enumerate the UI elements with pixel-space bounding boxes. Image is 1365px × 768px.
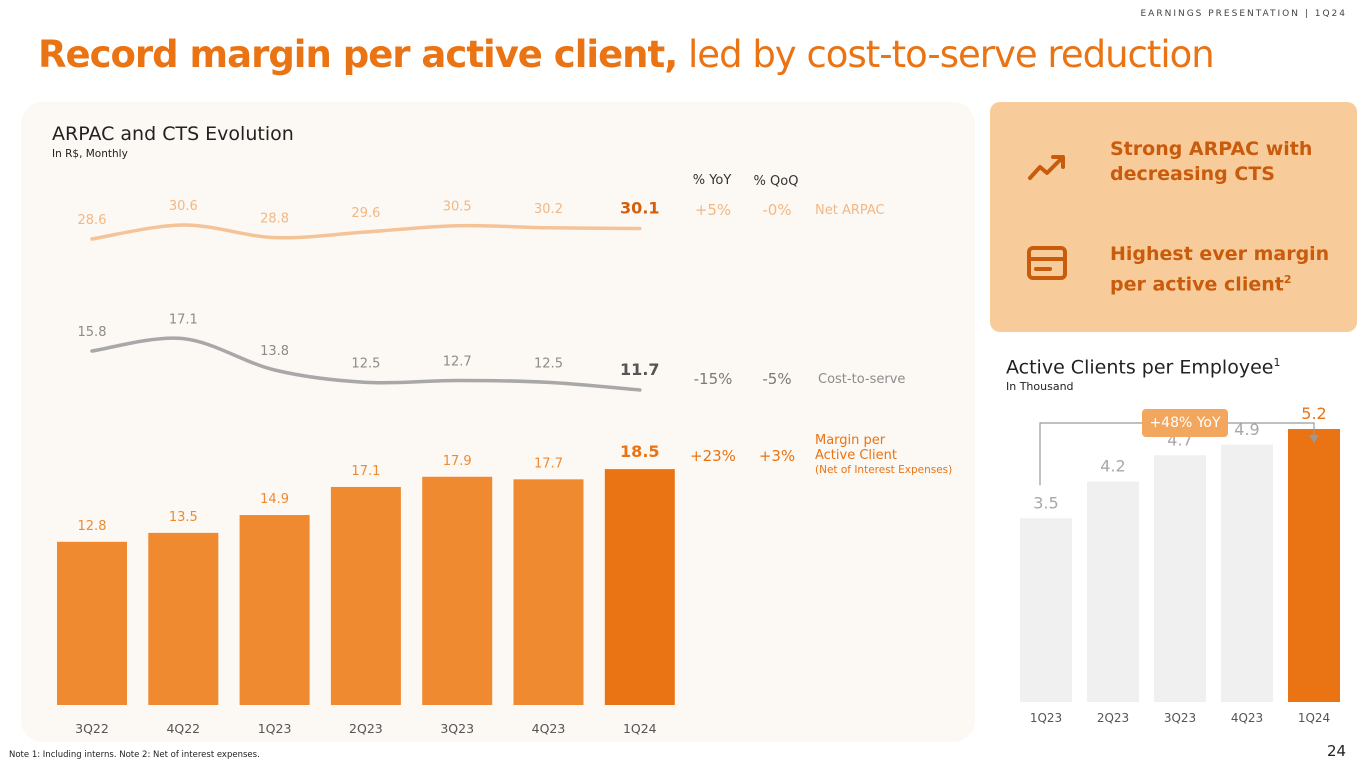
right-x-tick-3Q23: 3Q23 (1164, 711, 1196, 725)
footnote: Note 1: Including interns. Note 2: Net o… (9, 750, 260, 760)
clients-bar-4Q23 (1221, 444, 1273, 702)
cost-to-serve-qoq: -5% (762, 370, 791, 388)
margin-bar-1Q24 (604, 469, 675, 705)
header-label: EARNINGS PRESENTATION | 1Q24 (1140, 9, 1347, 19)
arpac-label-1Q23: 28.8 (260, 212, 289, 227)
net-arpac-label-line-0: Net ARPAC (815, 203, 885, 218)
cts-label-2Q23: 12.5 (351, 356, 380, 371)
credit-card-icon (1026, 245, 1068, 285)
clients-label-4Q23: 4.9 (1234, 420, 1259, 439)
growth-arrow (1309, 435, 1319, 443)
right-chart-title-footnote: 1 (1273, 356, 1281, 369)
title-normal: led by cost-to-serve reduction (677, 33, 1215, 76)
margin-label-3Q23: 17.9 (443, 454, 472, 469)
margin-label-1Q24: 18.5 (620, 442, 659, 461)
cost-to-serve-yoy: -15% (694, 370, 733, 388)
right-chart-title: Active Clients per Employee1 (1006, 356, 1280, 378)
arpac-label-3Q22: 28.6 (78, 213, 107, 228)
arpac-label-4Q23: 30.2 (534, 202, 563, 217)
x-tick-4Q23: 4Q23 (532, 721, 566, 736)
cts-label-1Q23: 13.8 (260, 344, 289, 359)
margin-label-1Q23: 14.9 (260, 492, 289, 507)
margin-bar-3Q23 (422, 476, 493, 705)
left-chart-title: ARPAC and CTS Evolution (52, 123, 294, 145)
arpac-label-2Q23: 29.6 (351, 206, 380, 221)
margin-label-2Q23: 17.1 (351, 464, 380, 479)
arpac-line (90, 223, 642, 241)
page-title: Record margin per active client, led by … (38, 33, 1215, 76)
net-arpac-yoy: +5% (695, 201, 731, 219)
page-number: 24 (1327, 742, 1347, 760)
highlight-margin-text: Highest ever margin per active client (1110, 243, 1330, 296)
clients-bar-3Q23 (1154, 455, 1206, 702)
highlight-arpac: Strong ARPAC with decreasing CTS (1110, 138, 1313, 185)
margin-per-client-label-line-0: Margin per (815, 433, 886, 448)
margin-label-4Q23: 17.7 (534, 456, 563, 471)
clients-bar-1Q23 (1020, 518, 1072, 702)
trending-up-icon (1026, 150, 1068, 188)
right-chart-subtitle: In Thousand (1006, 380, 1074, 393)
right-chart-title-text: Active Clients per Employee (1006, 356, 1274, 379)
cts-label-3Q23: 12.7 (443, 354, 472, 369)
margin-bar-3Q22 (57, 541, 127, 705)
margin-per-client-label-line-1: Active Client (815, 448, 897, 463)
x-tick-2Q23: 2Q23 (349, 721, 383, 736)
clients-bar-2Q23 (1087, 481, 1139, 702)
net-arpac-qoq: -0% (762, 201, 791, 219)
cts-line (90, 336, 642, 392)
x-tick-3Q22: 3Q22 (75, 721, 109, 736)
right-x-tick-2Q23: 2Q23 (1097, 711, 1129, 725)
clients-bar-1Q24 (1288, 429, 1340, 702)
cts-label-1Q24: 11.7 (620, 360, 659, 379)
right-x-tick-4Q23: 4Q23 (1231, 711, 1263, 725)
x-tick-1Q24: 1Q24 (623, 721, 657, 736)
cts-label-4Q22: 17.1 (169, 313, 198, 328)
x-tick-3Q23: 3Q23 (440, 721, 474, 736)
cts-label-4Q23: 12.5 (534, 356, 563, 371)
x-tick-1Q23: 1Q23 (258, 721, 292, 736)
cost-to-serve-label-line-0: Cost-to-serve (818, 372, 905, 387)
margin-per-client-qoq: +3% (759, 447, 795, 465)
margin-bar-1Q23 (239, 515, 310, 705)
margin-label-4Q22: 13.5 (169, 510, 198, 525)
right-x-tick-1Q24: 1Q24 (1298, 711, 1330, 725)
cts-label-3Q22: 15.8 (78, 325, 107, 340)
arpac-label-3Q23: 30.5 (443, 200, 472, 215)
margin-bar-2Q23 (330, 486, 401, 705)
left-chart-subtitle: In R$, Monthly (52, 148, 128, 160)
margin-bar-4Q23 (513, 479, 584, 705)
clients-label-1Q23: 3.5 (1033, 493, 1058, 512)
x-tick-4Q22: 4Q22 (166, 721, 200, 736)
yoy-growth-badge: +48% YoY (1142, 409, 1228, 437)
col-header-qoq: % QoQ (754, 174, 799, 189)
clients-label-2Q23: 4.2 (1100, 457, 1125, 476)
margin-bar-4Q22 (148, 532, 219, 705)
margin-label-3Q22: 12.8 (78, 519, 107, 534)
margin-per-client-yoy: +23% (690, 447, 736, 465)
highlights-card (990, 102, 1357, 332)
col-header-yoy: % YoY (693, 173, 732, 188)
clients-label-1Q24: 5.2 (1301, 404, 1326, 423)
title-bold: Record margin per active client, (38, 33, 678, 76)
arpac-label-1Q24: 30.1 (620, 199, 659, 218)
highlight-margin: Highest ever margin per active client2 (1110, 242, 1350, 297)
right-x-tick-1Q23: 1Q23 (1030, 711, 1062, 725)
arpac-label-4Q22: 30.6 (169, 199, 198, 214)
highlight-margin-footnote: 2 (1283, 273, 1292, 286)
margin-per-client-label-sub: (Net of Interest Expenses) (815, 464, 952, 476)
